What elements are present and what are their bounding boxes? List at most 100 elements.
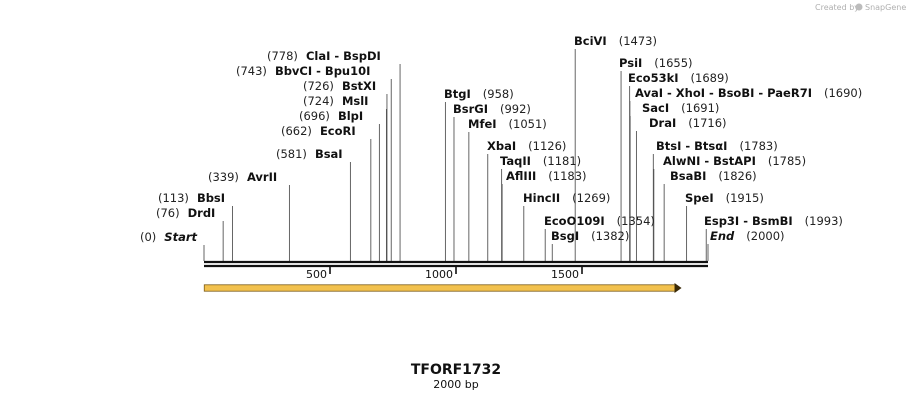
site-position: (1691) — [681, 101, 719, 115]
site-position: (1690) — [824, 86, 862, 100]
site-position: (724) — [303, 94, 334, 108]
site-position: (1354) — [617, 214, 655, 228]
site-position: (76) — [156, 206, 180, 220]
site-name: EcoO109I — [544, 214, 605, 228]
site-name: MslI — [342, 94, 369, 108]
site-label-spei[interactable]: SpeI (1915) — [685, 191, 764, 205]
credit-brand: SnapGene — [865, 3, 906, 12]
site-label-btsi-bts-i[interactable]: BtsI - BtsαI (1783) — [656, 139, 778, 153]
site-position: (1473) — [619, 34, 657, 48]
site-position: (1783) — [739, 139, 777, 153]
snapgene-logo-icon — [855, 3, 863, 11]
site-position: (1993) — [805, 214, 843, 228]
site-name: MfeI — [468, 117, 497, 131]
site-position: (2000) — [746, 229, 784, 243]
site-position: (1716) — [688, 116, 726, 130]
site-name: DrdI — [188, 206, 216, 220]
site-name: SacI — [642, 101, 669, 115]
orf-arrow-body[interactable] — [203, 284, 676, 292]
site-lines — [203, 49, 709, 261]
site-name: HincII — [523, 191, 560, 205]
site-label-avrii[interactable]: (339) AvrII — [208, 170, 277, 184]
site-label-clai-bspdi[interactable]: (778) ClaI - BspDI — [267, 49, 381, 63]
sequence-name: TFORF1732 — [411, 362, 501, 378]
site-name: Esp3I - BsmBI — [704, 214, 793, 228]
snapgene-credit: Created by SnapGene — [815, 3, 906, 12]
site-label-mfei[interactable]: MfeI (1051) — [468, 117, 547, 131]
site-label-bsgi[interactable]: BsgI (1382) — [551, 229, 629, 243]
site-label-bsai[interactable]: (581) BsaI — [276, 147, 343, 161]
site-name: ClaI - BspDI — [306, 49, 381, 63]
site-name: TaqII — [500, 154, 531, 168]
site-name: BlpI — [338, 109, 363, 123]
site-label-taqii[interactable]: TaqII (1181) — [500, 154, 581, 168]
orf-feature[interactable] — [203, 283, 682, 293]
orf-arrow-head[interactable] — [674, 283, 682, 293]
site-name: BtsI - BtsαI — [656, 139, 727, 153]
site-position: (662) — [281, 124, 312, 138]
axis-tick-label-1500: 1500 — [551, 268, 579, 281]
site-label-msli[interactable]: (724) MslI — [303, 94, 368, 108]
site-label-eco53ki[interactable]: Eco53kI (1689) — [628, 71, 729, 85]
site-label-saci[interactable]: SacI (1691) — [642, 101, 719, 115]
site-name: BstXI — [342, 79, 376, 93]
site-name: SpeI — [685, 191, 714, 205]
site-name: BsgI — [551, 229, 579, 243]
site-label-esp3i-bsmbi[interactable]: Esp3I - BsmBI (1993) — [704, 214, 843, 228]
site-label-hincii[interactable]: HincII (1269) — [523, 191, 610, 205]
site-label-start[interactable]: (0) Start — [140, 230, 198, 244]
site-name: Eco53kI — [628, 71, 679, 85]
site-position: (992) — [500, 102, 531, 116]
site-position: (1183) — [548, 169, 586, 183]
site-position: (581) — [276, 147, 307, 161]
site-label-psii[interactable]: PsiI (1655) — [619, 56, 693, 70]
site-name: BbvCI - Bpu10I — [275, 64, 370, 78]
site-label-drdi[interactable]: (76) DrdI — [156, 206, 215, 220]
site-position: (743) — [236, 64, 267, 78]
site-label-bbvci-bpu10i[interactable]: (743) BbvCI - Bpu10I — [236, 64, 370, 78]
site-name: BtgI — [444, 87, 471, 101]
site-name: BciVI — [574, 34, 607, 48]
site-label-drai[interactable]: DraI (1716) — [649, 116, 727, 130]
site-name: XbaI — [487, 139, 516, 153]
site-position: (1785) — [768, 154, 806, 168]
site-name: AflIII — [506, 169, 536, 183]
site-position: (958) — [483, 87, 514, 101]
site-name: End — [710, 229, 735, 243]
site-position: (696) — [299, 109, 330, 123]
site-position: (1826) — [718, 169, 756, 183]
site-name: EcoRI — [320, 124, 356, 138]
site-label-bcivi[interactable]: BciVI (1473) — [574, 34, 657, 48]
axis-tick-label-500: 500 — [306, 268, 327, 281]
site-label-btgi[interactable]: BtgI (958) — [444, 87, 514, 101]
site-position: (1382) — [591, 229, 629, 243]
site-label-bsrgi[interactable]: BsrGI (992) — [453, 102, 531, 116]
site-name: BsaI — [315, 147, 343, 161]
site-label-blpi[interactable]: (696) BlpI — [299, 109, 363, 123]
site-label-bbsi[interactable]: (113) BbsI — [158, 191, 225, 205]
site-name: Start — [164, 230, 197, 244]
site-label-ecori[interactable]: (662) EcoRI — [281, 124, 356, 138]
axis-tick-label-1000: 1000 — [425, 268, 453, 281]
site-label-bsabi[interactable]: BsaBI (1826) — [670, 169, 757, 183]
site-position: (726) — [303, 79, 334, 93]
site-position: (1126) — [528, 139, 566, 153]
site-label-afliii[interactable]: AflIII (1183) — [506, 169, 587, 183]
site-name: BbsI — [197, 191, 225, 205]
site-name: BsaBI — [670, 169, 706, 183]
site-name: BsrGI — [453, 102, 488, 116]
site-name: DraI — [649, 116, 676, 130]
site-position: (339) — [208, 170, 239, 184]
site-label-alwni-bstapi[interactable]: AlwNI - BstAPI (1785) — [663, 154, 806, 168]
site-label-avai-xhoi-bsobi-paer7i[interactable]: AvaI - XhoI - BsoBI - PaeR7I (1690) — [635, 86, 862, 100]
site-position: (1181) — [543, 154, 581, 168]
site-position: (0) — [140, 230, 156, 244]
site-label-xbai[interactable]: XbaI (1126) — [487, 139, 566, 153]
sequence-length: 2000 bp — [433, 378, 478, 391]
site-label-end[interactable]: End (2000) — [710, 229, 785, 243]
site-name: AvrII — [247, 170, 277, 184]
site-position: (1689) — [691, 71, 729, 85]
site-label-ecoo109i[interactable]: EcoO109I (1354) — [544, 214, 655, 228]
site-label-bstxi[interactable]: (726) BstXI — [303, 79, 376, 93]
